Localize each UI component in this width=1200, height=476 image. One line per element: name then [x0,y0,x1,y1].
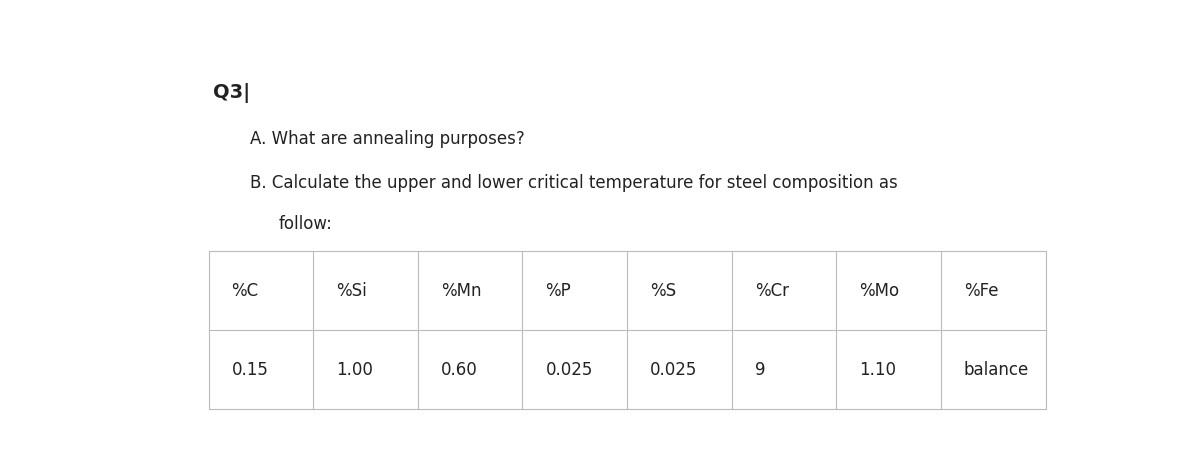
Text: %Si: %Si [336,282,367,300]
Text: 0.15: 0.15 [232,361,269,378]
Text: %Fe: %Fe [964,282,998,300]
Text: 1.00: 1.00 [336,361,373,378]
Text: %Mo: %Mo [859,282,900,300]
Text: A. What are annealing purposes?: A. What are annealing purposes? [251,130,526,149]
Text: 0.60: 0.60 [440,361,478,378]
Text: %C: %C [232,282,259,300]
Text: 9: 9 [755,361,766,378]
Text: %S: %S [650,282,677,300]
Text: %P: %P [546,282,571,300]
Text: %Cr: %Cr [755,282,788,300]
Text: 1.10: 1.10 [859,361,896,378]
Text: 0.025: 0.025 [650,361,697,378]
Text: 0.025: 0.025 [546,361,593,378]
Text: follow:: follow: [278,215,332,233]
Text: balance: balance [964,361,1030,378]
Text: %Mn: %Mn [440,282,481,300]
Text: B. Calculate the upper and lower critical temperature for steel composition as: B. Calculate the upper and lower critica… [251,174,898,192]
Text: Q3|: Q3| [214,83,251,103]
